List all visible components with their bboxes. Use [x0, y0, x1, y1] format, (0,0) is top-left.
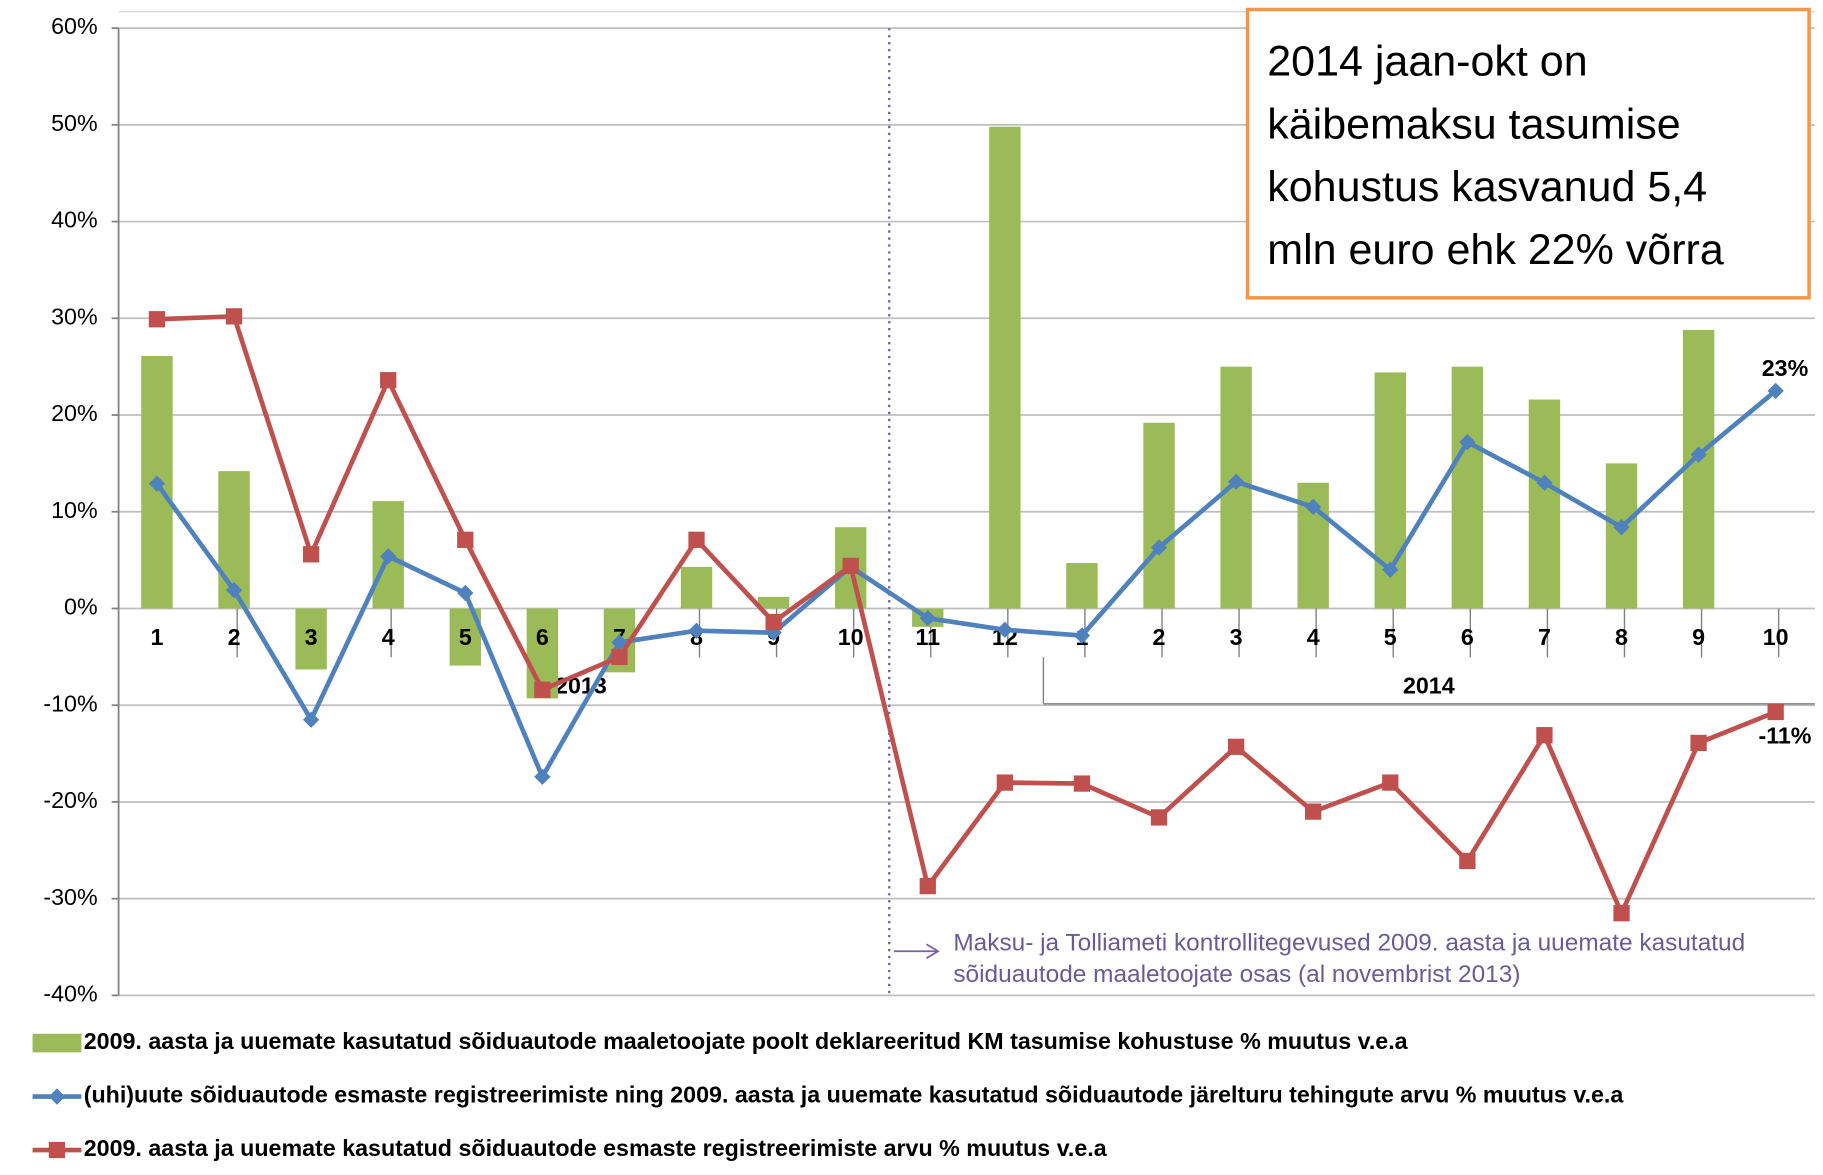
bar: [1066, 563, 1098, 609]
bar: [1605, 463, 1638, 609]
bar: [1528, 399, 1561, 609]
y-tick-label: 30%: [51, 303, 98, 329]
x-tick-label: 11: [915, 624, 940, 650]
x-tick-label: 10: [1763, 624, 1789, 650]
marker: [380, 548, 397, 565]
x-tick-label: 6: [536, 624, 549, 650]
marker: [842, 557, 859, 575]
marker: [1690, 734, 1707, 752]
marker: [996, 621, 1013, 638]
marker: [1073, 775, 1091, 792]
y-tick-label: 50%: [51, 110, 98, 136]
bar: [1143, 422, 1175, 609]
annotation: Maksu- ja Tolliameti kontrollitegevused …: [953, 930, 1745, 957]
marker: [534, 768, 551, 785]
y-tick-label: 40%: [51, 207, 98, 233]
marker: [148, 475, 166, 492]
marker: [1150, 539, 1168, 556]
marker: [1613, 905, 1630, 922]
annotation: sõiduautode maaletoojate osas (al novemb…: [953, 961, 1520, 988]
textbox-line: kohustus kasvanud 5,4: [1267, 163, 1707, 211]
x-tick-label: 9: [1692, 624, 1705, 650]
textbox-line: 2014 jaan-okt on: [1267, 38, 1587, 86]
y-tick-label: -30%: [43, 884, 97, 910]
textbox-frame: [1245, 7, 1811, 300]
marker: [1073, 627, 1091, 644]
line: [155, 389, 1778, 783]
annotation-arrowhead: [925, 943, 940, 959]
marker: [1613, 519, 1630, 536]
textbox-line: käibemaksu tasumise: [1267, 100, 1680, 148]
data-label: 23%: [1762, 355, 1809, 381]
marker: [225, 308, 243, 325]
marker: [688, 531, 705, 548]
x-tick-label: 6: [1461, 624, 1474, 650]
x-tick-label: 8: [1615, 624, 1628, 650]
y-tick-label: 20%: [51, 400, 98, 426]
bar: [1451, 366, 1484, 609]
x-tick-label: 5: [1384, 624, 1397, 650]
bar: [680, 566, 713, 609]
x-tick-label: 3: [305, 624, 318, 650]
bar: [295, 608, 327, 670]
y-tick-label: -10%: [43, 690, 97, 716]
line: [156, 313, 1777, 919]
marker: [457, 531, 474, 548]
bar: [989, 126, 1021, 609]
marker: [611, 648, 628, 665]
marker: [1536, 727, 1553, 744]
marker: [148, 311, 166, 328]
marker: [302, 546, 320, 563]
marker: [1536, 474, 1553, 491]
marker: [1459, 852, 1476, 870]
marker: [996, 774, 1013, 791]
bar: [757, 596, 790, 609]
group-label: 2014: [1403, 673, 1455, 699]
textbox-line: mln euro ehk 22% võrra: [1267, 226, 1724, 274]
marker: [1150, 809, 1168, 826]
bar: [1682, 329, 1715, 609]
y-tick-label: 10%: [51, 497, 98, 523]
legend-marker: [48, 1141, 66, 1159]
marker: [380, 372, 397, 389]
y-tick-label: 0%: [64, 594, 98, 620]
marker: [688, 622, 705, 639]
legend-label: 2009. aasta ja uuemate kasutatud sõiduau…: [84, 1135, 1108, 1161]
x-tick-label: 10: [838, 624, 864, 650]
x-tick-label: 5: [459, 624, 472, 650]
marker: [225, 581, 243, 599]
marker: [919, 610, 936, 627]
marker: [1227, 473, 1245, 490]
x-tick-label: 1: [150, 624, 163, 650]
x-tick-label: 7: [1538, 624, 1551, 650]
marker: [611, 634, 628, 651]
y-tick-label: 60%: [51, 13, 98, 39]
marker: [1305, 803, 1322, 820]
legend-label: (uhi)uute sõiduautode esmaste registreer…: [84, 1082, 1625, 1108]
x-tick-label: 4: [1307, 624, 1320, 650]
x-tick-label: 2: [228, 624, 241, 650]
data-label: -11%: [1758, 723, 1811, 749]
marker: [1227, 738, 1245, 755]
marker: [919, 877, 936, 895]
marker: [1382, 774, 1399, 791]
marker: [1305, 498, 1322, 516]
marker: [1690, 446, 1707, 463]
marker: [534, 681, 551, 698]
legend-swatch: [32, 1033, 82, 1053]
marker: [1767, 703, 1784, 721]
marker: [1459, 433, 1476, 451]
y-tick-label: -40%: [43, 981, 97, 1007]
marker: [765, 613, 782, 631]
x-tick-label: 3: [1230, 624, 1243, 650]
y-tick-label: -20%: [43, 787, 97, 813]
legend-label: 2009. aasta ja uuemate kasutatud sõiduau…: [84, 1028, 1409, 1054]
x-tick-label: 2: [1153, 624, 1166, 650]
marker: [1767, 382, 1784, 399]
x-tick-label: 4: [382, 624, 395, 650]
legend-marker: [48, 1088, 66, 1105]
